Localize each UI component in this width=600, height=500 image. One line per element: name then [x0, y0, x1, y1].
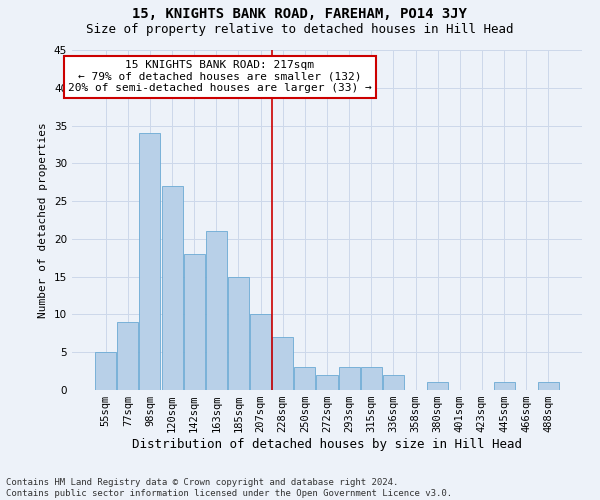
- Bar: [338, 368, 359, 390]
- Bar: [316, 375, 338, 390]
- Bar: [139, 133, 160, 390]
- Bar: [272, 337, 293, 390]
- Bar: [228, 276, 249, 390]
- Y-axis label: Number of detached properties: Number of detached properties: [38, 122, 49, 318]
- Bar: [161, 186, 182, 390]
- Text: 15, KNIGHTS BANK ROAD, FAREHAM, PO14 3JY: 15, KNIGHTS BANK ROAD, FAREHAM, PO14 3JY: [133, 8, 467, 22]
- Text: 15 KNIGHTS BANK ROAD: 217sqm
← 79% of detached houses are smaller (132)
20% of s: 15 KNIGHTS BANK ROAD: 217sqm ← 79% of de…: [68, 60, 372, 94]
- Bar: [118, 322, 139, 390]
- Text: Contains HM Land Registry data © Crown copyright and database right 2024.
Contai: Contains HM Land Registry data © Crown c…: [6, 478, 452, 498]
- Bar: [250, 314, 271, 390]
- Bar: [184, 254, 205, 390]
- Bar: [494, 382, 515, 390]
- Bar: [206, 232, 227, 390]
- Bar: [427, 382, 448, 390]
- Bar: [538, 382, 559, 390]
- X-axis label: Distribution of detached houses by size in Hill Head: Distribution of detached houses by size …: [132, 438, 522, 451]
- Bar: [383, 375, 404, 390]
- Bar: [295, 368, 316, 390]
- Bar: [361, 368, 382, 390]
- Text: Size of property relative to detached houses in Hill Head: Size of property relative to detached ho…: [86, 22, 514, 36]
- Bar: [95, 352, 116, 390]
